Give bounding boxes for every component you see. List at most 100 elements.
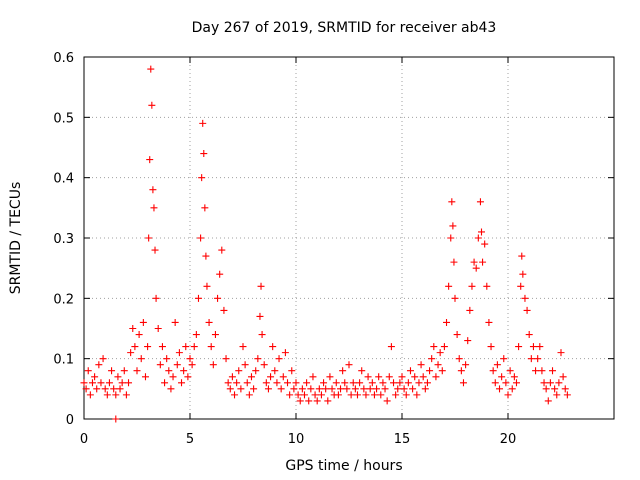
data-point bbox=[406, 367, 414, 375]
y-tick-label: 0.6 bbox=[53, 51, 74, 66]
data-point bbox=[421, 385, 429, 393]
data-point bbox=[375, 373, 383, 381]
data-point bbox=[523, 306, 531, 314]
data-point bbox=[440, 343, 448, 351]
data-point bbox=[491, 379, 499, 387]
data-point bbox=[256, 312, 264, 320]
data-point bbox=[190, 343, 198, 351]
data-point bbox=[254, 355, 262, 363]
data-point bbox=[149, 186, 157, 194]
data-point bbox=[152, 294, 160, 302]
data-point bbox=[413, 391, 421, 399]
data-point bbox=[362, 391, 370, 399]
data-point bbox=[175, 349, 183, 357]
data-point bbox=[438, 367, 446, 375]
data-point bbox=[200, 150, 208, 158]
data-point bbox=[343, 385, 351, 393]
data-point bbox=[551, 385, 559, 393]
data-point bbox=[84, 367, 92, 375]
data-point bbox=[502, 379, 510, 387]
data-point bbox=[125, 379, 133, 387]
data-point bbox=[245, 391, 253, 399]
data-point bbox=[483, 282, 491, 290]
data-point bbox=[366, 385, 374, 393]
data-point bbox=[279, 373, 287, 381]
data-point bbox=[139, 318, 147, 326]
data-point bbox=[419, 373, 427, 381]
data-point bbox=[205, 318, 213, 326]
x-tick-label: 5 bbox=[186, 432, 194, 447]
data-point bbox=[112, 391, 120, 399]
data-point bbox=[396, 379, 404, 387]
data-point bbox=[97, 379, 105, 387]
data-point bbox=[320, 379, 328, 387]
data-point bbox=[392, 391, 400, 399]
data-point bbox=[292, 379, 300, 387]
data-point bbox=[91, 373, 99, 381]
data-point bbox=[390, 379, 398, 387]
data-point bbox=[489, 367, 497, 375]
data-point bbox=[296, 397, 304, 405]
data-point bbox=[426, 367, 434, 375]
data-point bbox=[345, 361, 353, 369]
data-point bbox=[512, 379, 520, 387]
data-point bbox=[455, 355, 463, 363]
data-point bbox=[519, 270, 527, 278]
data-point bbox=[194, 294, 202, 302]
data-point bbox=[99, 355, 107, 363]
data-point bbox=[286, 391, 294, 399]
data-point bbox=[404, 379, 412, 387]
data-point bbox=[385, 373, 393, 381]
data-point bbox=[220, 306, 228, 314]
data-point bbox=[383, 397, 391, 405]
data-point bbox=[487, 343, 495, 351]
data-point bbox=[532, 367, 540, 375]
data-point bbox=[453, 331, 461, 339]
data-point bbox=[476, 198, 484, 206]
data-point bbox=[151, 246, 159, 254]
data-point bbox=[443, 318, 451, 326]
data-point bbox=[351, 385, 359, 393]
data-point bbox=[315, 385, 323, 393]
data-point bbox=[101, 385, 109, 393]
data-point bbox=[449, 222, 457, 230]
data-point bbox=[432, 373, 440, 381]
data-point bbox=[341, 379, 349, 387]
data-point bbox=[322, 385, 330, 393]
data-point bbox=[258, 331, 266, 339]
data-point bbox=[498, 373, 506, 381]
data-point bbox=[400, 385, 408, 393]
data-point bbox=[423, 379, 431, 387]
data-point bbox=[470, 258, 478, 266]
data-point bbox=[474, 234, 482, 242]
data-point bbox=[145, 234, 153, 242]
data-point bbox=[364, 373, 372, 381]
data-point bbox=[186, 355, 194, 363]
y-tick-label: 0.4 bbox=[53, 172, 74, 187]
data-point bbox=[332, 379, 340, 387]
data-point bbox=[239, 343, 247, 351]
data-point bbox=[529, 343, 537, 351]
data-point bbox=[309, 373, 317, 381]
data-point bbox=[450, 258, 458, 266]
data-point bbox=[466, 306, 474, 314]
data-point bbox=[105, 379, 113, 387]
data-point bbox=[553, 391, 561, 399]
y-tick-label: 0 bbox=[66, 413, 74, 428]
data-point bbox=[459, 379, 467, 387]
data-point bbox=[222, 355, 230, 363]
data-point bbox=[337, 385, 345, 393]
data-point bbox=[118, 379, 126, 387]
data-point bbox=[305, 397, 313, 405]
data-point bbox=[398, 373, 406, 381]
data-point bbox=[324, 397, 332, 405]
data-point bbox=[233, 379, 241, 387]
data-point bbox=[546, 379, 554, 387]
data-point bbox=[409, 385, 417, 393]
data-point bbox=[224, 379, 232, 387]
data-points bbox=[80, 65, 571, 423]
data-point bbox=[472, 264, 480, 272]
data-point bbox=[207, 343, 215, 351]
data-point bbox=[178, 379, 186, 387]
